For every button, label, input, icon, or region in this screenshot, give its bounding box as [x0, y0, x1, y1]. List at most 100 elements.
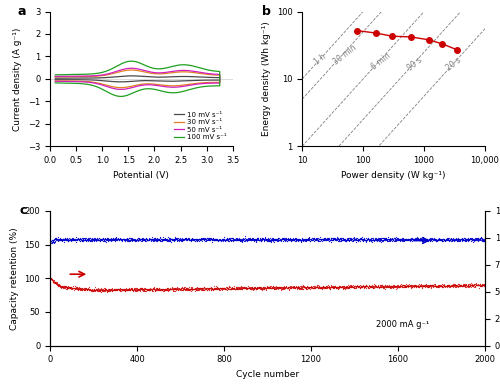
Point — [118, 236, 126, 242]
Point — [46, 275, 54, 281]
Point — [441, 283, 449, 289]
Point — [163, 286, 171, 293]
Point — [186, 237, 194, 243]
Text: b: b — [262, 5, 271, 18]
Point — [133, 236, 141, 242]
Point — [166, 286, 174, 292]
Point — [230, 237, 237, 243]
Point — [252, 285, 260, 291]
Point — [438, 237, 446, 243]
Point — [118, 286, 126, 292]
Point — [440, 236, 448, 242]
Point — [228, 235, 236, 241]
Point — [334, 283, 342, 290]
Point — [305, 236, 313, 242]
Point — [284, 236, 292, 242]
Point — [192, 285, 200, 291]
Point — [100, 288, 108, 294]
Point — [151, 235, 159, 241]
Point — [107, 237, 115, 243]
Point — [179, 286, 187, 292]
Point — [73, 283, 81, 290]
Point — [153, 237, 161, 243]
Point — [332, 283, 340, 290]
Point — [424, 282, 432, 288]
Point — [238, 286, 246, 292]
Point — [430, 236, 438, 242]
Point — [380, 235, 388, 241]
Point — [356, 236, 364, 242]
Point — [140, 237, 147, 243]
Point — [128, 286, 136, 292]
Point — [172, 286, 180, 292]
Point — [299, 237, 307, 243]
Point — [466, 282, 474, 288]
Point — [278, 284, 286, 290]
Point — [478, 281, 486, 288]
Point — [370, 285, 378, 291]
Point — [193, 238, 201, 244]
Point — [444, 282, 452, 288]
Point — [350, 238, 358, 244]
Point — [456, 283, 464, 289]
Point — [245, 235, 253, 241]
Point — [204, 235, 212, 242]
Point — [220, 237, 228, 243]
Point — [308, 236, 316, 242]
Point — [374, 236, 382, 242]
Point — [112, 287, 120, 293]
Point — [159, 237, 167, 243]
Point — [402, 237, 410, 243]
Point — [460, 284, 468, 290]
Point — [66, 235, 74, 241]
Point — [438, 237, 446, 243]
Point — [466, 236, 474, 242]
Point — [368, 284, 376, 290]
Point — [142, 237, 150, 243]
Point — [406, 238, 414, 244]
Point — [172, 237, 180, 243]
Point — [218, 285, 226, 291]
Point — [388, 283, 396, 290]
Point — [412, 283, 420, 290]
Point — [436, 237, 444, 243]
Point — [318, 283, 326, 289]
Point — [310, 283, 318, 290]
Point — [336, 284, 344, 290]
Point — [481, 236, 489, 242]
Point — [410, 284, 418, 290]
Point — [454, 235, 462, 242]
Point — [70, 285, 78, 291]
Point — [298, 237, 306, 243]
Point — [474, 282, 482, 288]
Point — [443, 235, 451, 242]
Point — [344, 235, 352, 241]
Point — [340, 237, 348, 243]
Point — [332, 235, 340, 242]
Point — [300, 284, 308, 290]
Point — [330, 235, 338, 242]
Point — [138, 236, 146, 242]
Point — [166, 286, 173, 292]
Point — [146, 287, 154, 293]
Point — [48, 239, 56, 245]
Point — [90, 236, 98, 242]
Point — [210, 285, 218, 291]
Point — [370, 237, 378, 243]
Point — [52, 235, 60, 242]
Point — [364, 284, 372, 290]
Point — [103, 287, 111, 293]
Point — [232, 236, 239, 242]
Point — [208, 236, 216, 242]
Point — [224, 236, 232, 242]
Point — [130, 235, 138, 242]
Point — [292, 235, 300, 241]
Point — [218, 237, 226, 243]
Point — [115, 287, 123, 293]
Point — [320, 236, 328, 242]
Point — [106, 287, 114, 293]
Point — [56, 284, 64, 290]
Point — [349, 284, 357, 290]
Point — [58, 284, 66, 290]
Point — [148, 288, 156, 294]
